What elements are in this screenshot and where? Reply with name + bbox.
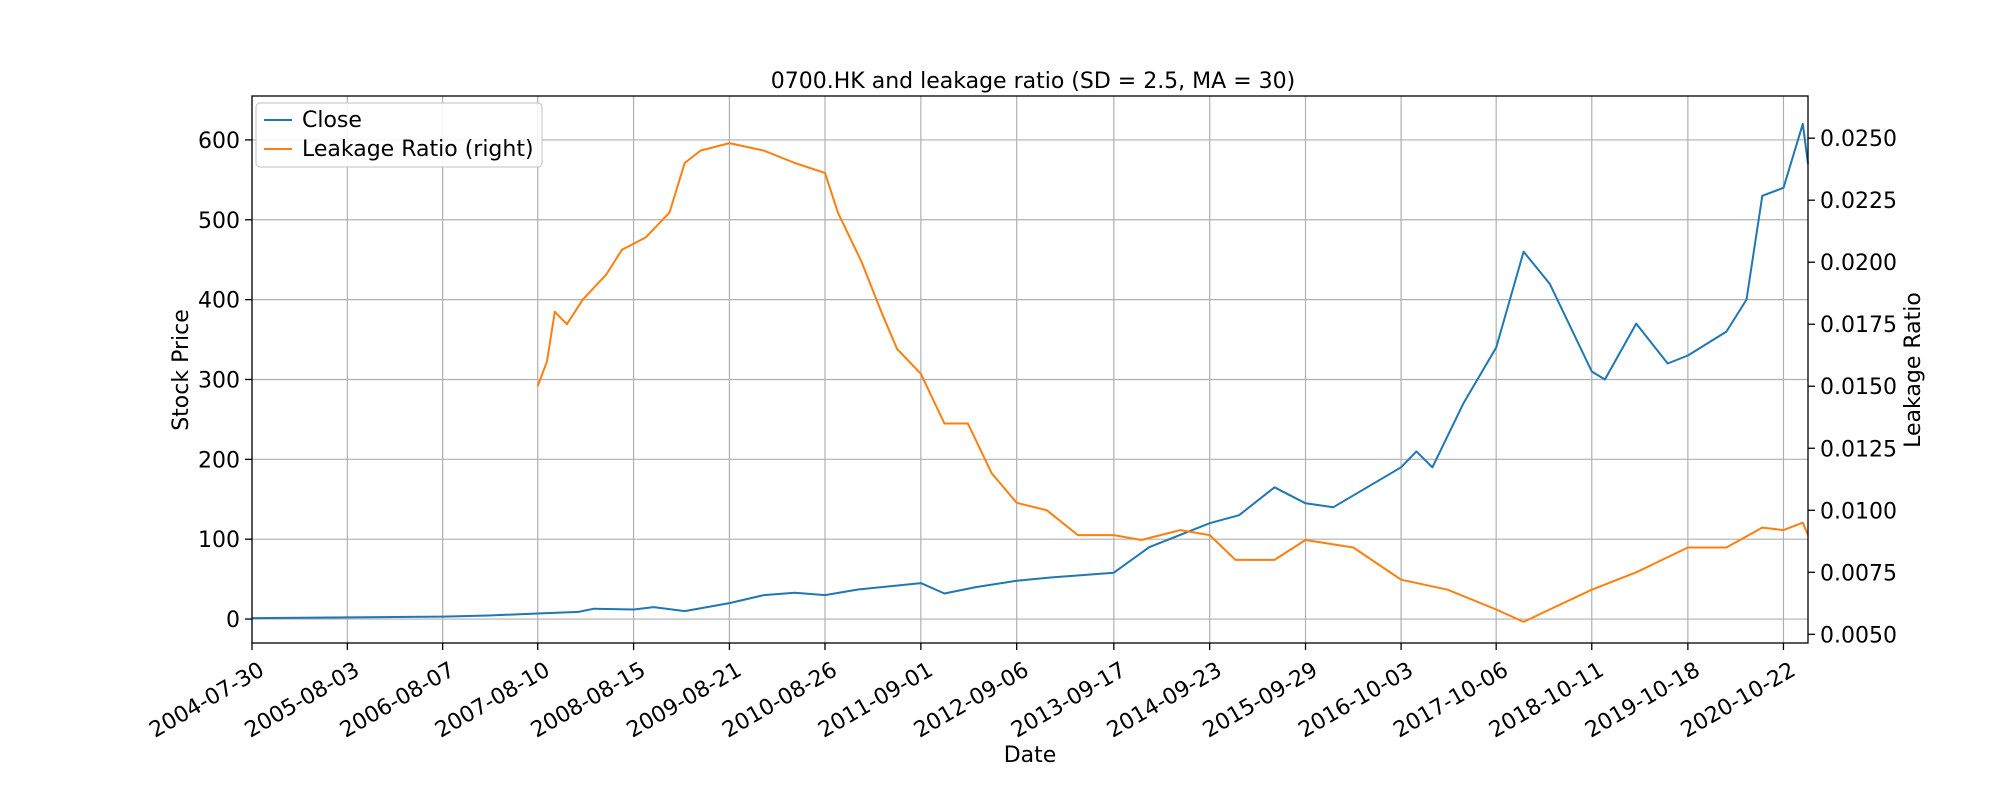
y2-tick-label: 0.0075 xyxy=(1820,561,1897,586)
y2-tick-label: 0.0200 xyxy=(1820,251,1897,276)
y2-tick-label: 0.0175 xyxy=(1820,313,1897,338)
y-axis-title: Stock Price xyxy=(169,309,194,431)
y-tick-label: 0 xyxy=(226,608,240,633)
y2-tick-label: 0.0125 xyxy=(1820,437,1897,462)
y-tick-label: 300 xyxy=(198,368,240,393)
y-tick-label: 200 xyxy=(198,448,240,473)
legend-label-close: Close xyxy=(302,108,362,133)
y-tick-label: 500 xyxy=(198,209,240,234)
series-line-leakage-ratio-right xyxy=(536,142,1809,623)
legend-label-leakage-ratio: Leakage Ratio (right) xyxy=(302,137,534,162)
legend: Close Leakage Ratio (right) xyxy=(255,102,543,168)
grid-layer xyxy=(251,96,1808,643)
y2-tick-label: 0.0100 xyxy=(1820,499,1897,524)
legend-box xyxy=(255,102,543,168)
y2-tick-label: 0.0050 xyxy=(1820,623,1897,648)
x-axis-title: Date xyxy=(1004,743,1057,768)
y2-tick-label: 0.0150 xyxy=(1820,375,1897,400)
y-tick-label: 600 xyxy=(198,129,240,154)
axes-layer: 2004-07-302005-08-032006-08-072007-08-10… xyxy=(145,95,1897,743)
y2-axis-title: Leakage Ratio xyxy=(1901,292,1926,448)
plot-frame xyxy=(251,95,1809,644)
series-line-close xyxy=(251,122,1809,620)
chart-title: 0700.HK and leakage ratio (SD = 2.5, MA … xyxy=(771,69,1295,94)
y-tick-label: 400 xyxy=(198,289,240,314)
y-tick-label: 100 xyxy=(198,528,240,553)
y2-tick-label: 0.0225 xyxy=(1820,189,1897,214)
y2-tick-label: 0.0250 xyxy=(1820,127,1897,152)
series-layer xyxy=(251,122,1809,623)
